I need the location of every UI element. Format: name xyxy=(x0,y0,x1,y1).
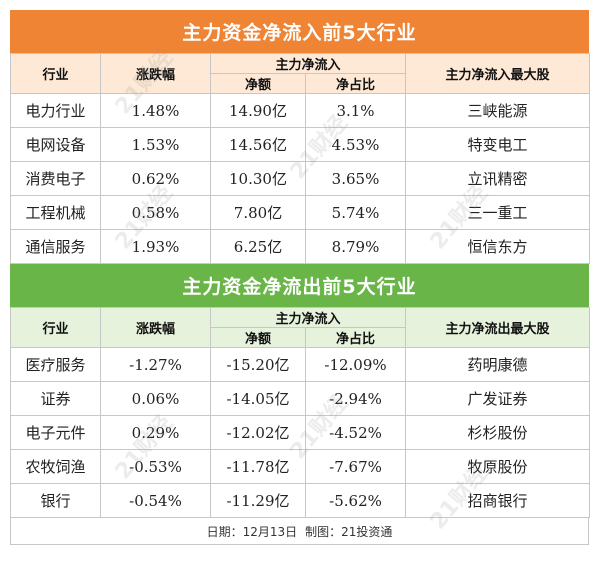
cell-change: -1.27% xyxy=(100,347,211,382)
cell-top-stock: 三峡能源 xyxy=(405,93,591,128)
cell-change: 0.58% xyxy=(100,195,211,230)
table-row: 通信服务 1.93% 6.25亿 8.79% 恒信东方 xyxy=(10,229,591,264)
footer-credit: 制图：21投资通 xyxy=(305,524,393,539)
inflow-rows: 电力行业 1.48% 14.90亿 3.1% 三峡能源 电网设备 1.53% 14.56亿 4.… xyxy=(10,93,591,264)
cell-net: 7.80亿 xyxy=(210,195,306,230)
table-row: 电力行业 1.48% 14.90亿 3.1% 三峡能源 xyxy=(10,93,591,128)
cell-industry: 医疗服务 xyxy=(10,347,101,382)
table-row: 农牧饲渔 -0.53% -11.78亿 -7.67% 牧原股份 xyxy=(10,449,591,484)
cell-net: -11.29亿 xyxy=(210,483,306,518)
cell-change: 0.06% xyxy=(100,381,211,416)
cell-top-stock: 广发证券 xyxy=(405,381,591,416)
col-header-group: 主力净流入 xyxy=(209,307,407,328)
cell-industry: 通信服务 xyxy=(10,229,101,264)
outflow-rows: 医疗服务 -1.27% -15.20亿 -12.09% 药明康德 证券 0.06% -14.0… xyxy=(10,347,591,518)
inflow-table: 行业 涨跌幅 主力净流入 主力净流入最大股 净额 净占比 电力行业 1.48% 14… xyxy=(10,53,591,264)
col-header-group: 主力净流入 xyxy=(209,53,407,74)
cell-top-stock: 牧原股份 xyxy=(405,449,591,484)
inflow-title: 主力资金净流入前5大行业 xyxy=(10,10,589,53)
cell-industry: 电子元件 xyxy=(10,415,101,450)
cell-net: -14.05亿 xyxy=(210,381,306,416)
table-row: 工程机械 0.58% 7.80亿 5.74% 三一重工 xyxy=(10,195,591,230)
cell-net: 14.90亿 xyxy=(210,93,306,128)
cell-top-stock: 恒信东方 xyxy=(405,229,591,264)
cell-net: -15.20亿 xyxy=(210,347,306,382)
cell-industry: 农牧饲渔 xyxy=(10,449,101,484)
table-row: 电子元件 0.29% -12.02亿 -4.52% 杉杉股份 xyxy=(10,415,591,450)
cell-ratio: 5.74% xyxy=(304,195,407,230)
cell-change: 0.62% xyxy=(100,161,211,196)
col-header-change: 涨跌幅 xyxy=(100,307,211,348)
cell-ratio: -7.67% xyxy=(304,449,407,484)
col-header-top-stock: 主力净流入最大股 xyxy=(405,53,591,94)
cell-ratio: 8.79% xyxy=(304,229,407,264)
cell-top-stock: 药明康德 xyxy=(405,347,591,382)
cell-change: -0.54% xyxy=(100,483,211,518)
cell-net: 6.25亿 xyxy=(210,229,306,264)
col-header-net: 净额 xyxy=(210,327,306,348)
col-header-net: 净额 xyxy=(210,73,306,94)
col-header-change: 涨跌幅 xyxy=(100,53,211,94)
cell-industry: 电网设备 xyxy=(10,127,101,162)
cell-ratio: -12.09% xyxy=(304,347,407,382)
cell-net: -11.78亿 xyxy=(210,449,306,484)
cell-ratio: -2.94% xyxy=(304,381,407,416)
outflow-table: 行业 涨跌幅 主力净流入 主力净流出最大股 净额 净占比 医疗服务 -1.27% -… xyxy=(10,307,591,518)
cell-top-stock: 立讯精密 xyxy=(405,161,591,196)
footer: 日期：12月13日 制图：21投资通 xyxy=(10,518,589,545)
cell-industry: 银行 xyxy=(10,483,101,518)
table-row: 医疗服务 -1.27% -15.20亿 -12.09% 药明康德 xyxy=(10,347,591,382)
cell-change: 1.53% xyxy=(100,127,211,162)
outflow-title: 主力资金净流出前5大行业 xyxy=(10,264,589,307)
cell-change: 1.93% xyxy=(100,229,211,264)
cell-change: 0.29% xyxy=(100,415,211,450)
cell-net: -12.02亿 xyxy=(210,415,306,450)
fund-flow-infographic: 主力资金净流入前5大行业 行业 涨跌幅 主力净流入 主力净流入最大股 净额 净占… xyxy=(10,10,591,562)
cell-top-stock: 杉杉股份 xyxy=(405,415,591,450)
cell-net: 14.56亿 xyxy=(210,127,306,162)
cell-ratio: -4.52% xyxy=(304,415,407,450)
cell-ratio: 3.1% xyxy=(304,93,407,128)
cell-change: -0.53% xyxy=(100,449,211,484)
cell-top-stock: 三一重工 xyxy=(405,195,591,230)
col-header-ratio: 净占比 xyxy=(304,73,407,94)
col-header-industry: 行业 xyxy=(10,53,101,94)
cell-industry: 电力行业 xyxy=(10,93,101,128)
cell-ratio: 3.65% xyxy=(304,161,407,196)
cell-top-stock: 特变电工 xyxy=(405,127,591,162)
cell-ratio: 4.53% xyxy=(304,127,407,162)
table-row: 银行 -0.54% -11.29亿 -5.62% 招商银行 xyxy=(10,483,591,518)
col-header-industry: 行业 xyxy=(10,307,101,348)
cell-industry: 工程机械 xyxy=(10,195,101,230)
cell-ratio: -5.62% xyxy=(304,483,407,518)
cell-industry: 证券 xyxy=(10,381,101,416)
cell-top-stock: 招商银行 xyxy=(405,483,591,518)
cell-change: 1.48% xyxy=(100,93,211,128)
table-row: 证券 0.06% -14.05亿 -2.94% 广发证券 xyxy=(10,381,591,416)
table-row: 消费电子 0.62% 10.30亿 3.65% 立讯精密 xyxy=(10,161,591,196)
cell-net: 10.30亿 xyxy=(210,161,306,196)
cell-industry: 消费电子 xyxy=(10,161,101,196)
table-row: 电网设备 1.53% 14.56亿 4.53% 特变电工 xyxy=(10,127,591,162)
col-header-ratio: 净占比 xyxy=(304,327,407,348)
col-header-top-stock: 主力净流出最大股 xyxy=(405,307,591,348)
footer-date: 日期：12月13日 xyxy=(206,524,298,539)
